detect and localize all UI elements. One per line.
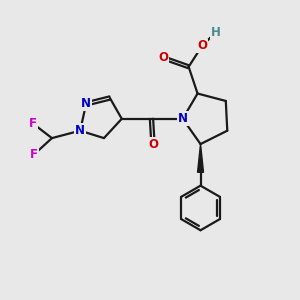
Text: O: O — [158, 51, 168, 64]
Text: O: O — [197, 40, 207, 52]
Text: F: F — [30, 148, 38, 161]
Text: O: O — [148, 138, 158, 151]
Text: H: H — [211, 26, 220, 39]
Text: N: N — [178, 112, 188, 125]
Text: F: F — [28, 117, 37, 130]
Text: N: N — [75, 124, 85, 137]
Polygon shape — [198, 144, 203, 172]
Text: N: N — [81, 98, 91, 110]
